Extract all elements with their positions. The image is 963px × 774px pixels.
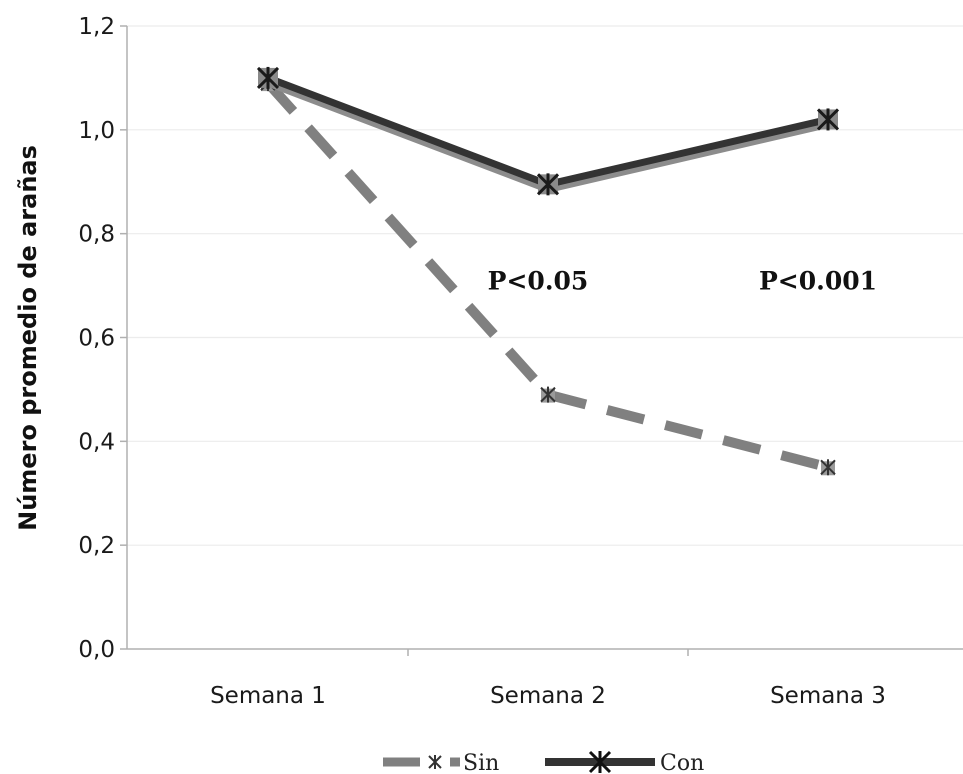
data-point: [256, 66, 280, 89]
series: [256, 66, 840, 476]
x-tick-label: Semana 3: [770, 683, 886, 709]
series-line: [266, 74, 829, 188]
p-value-annotation: P<0.001: [759, 266, 877, 295]
legend-label: Con: [660, 751, 704, 774]
y-tick-label: 0,8: [78, 222, 115, 248]
grid-lines: [127, 25, 963, 546]
y-tick-label: 0,2: [78, 533, 115, 559]
x-tick-labels: Semana 1 Semana 2 Semana 3: [210, 649, 886, 709]
legend: Sin Con: [383, 750, 704, 774]
p-value-annotation: P<0.05: [488, 266, 589, 295]
data-point: [816, 108, 840, 131]
data-point: [536, 173, 560, 196]
legend-item-sin: Sin: [383, 751, 499, 774]
y-axis-label: Número promedio de arañas: [14, 145, 42, 531]
y-tick-label: 1,2: [78, 14, 115, 40]
y-tick-labels: 0,0 0,2 0,4 0,6 0,8 1,0 1,2: [78, 14, 127, 663]
series-line: [264, 79, 830, 473]
y-tick-label: 0,6: [78, 326, 115, 352]
series-con: [256, 66, 840, 196]
y-tick-label: 1,0: [78, 118, 115, 144]
data-point: [540, 386, 556, 403]
x-tick-label: Semana 2: [490, 683, 606, 709]
y-tick-label: 0,4: [78, 429, 115, 455]
legend-item-con: Con: [545, 750, 704, 774]
x-tick-label: Semana 1: [210, 683, 326, 709]
y-tick-label: 0,0: [78, 637, 115, 663]
legend-label: Sin: [463, 751, 499, 774]
data-point: [820, 459, 836, 476]
annotations: P<0.05 P<0.001: [488, 266, 877, 295]
